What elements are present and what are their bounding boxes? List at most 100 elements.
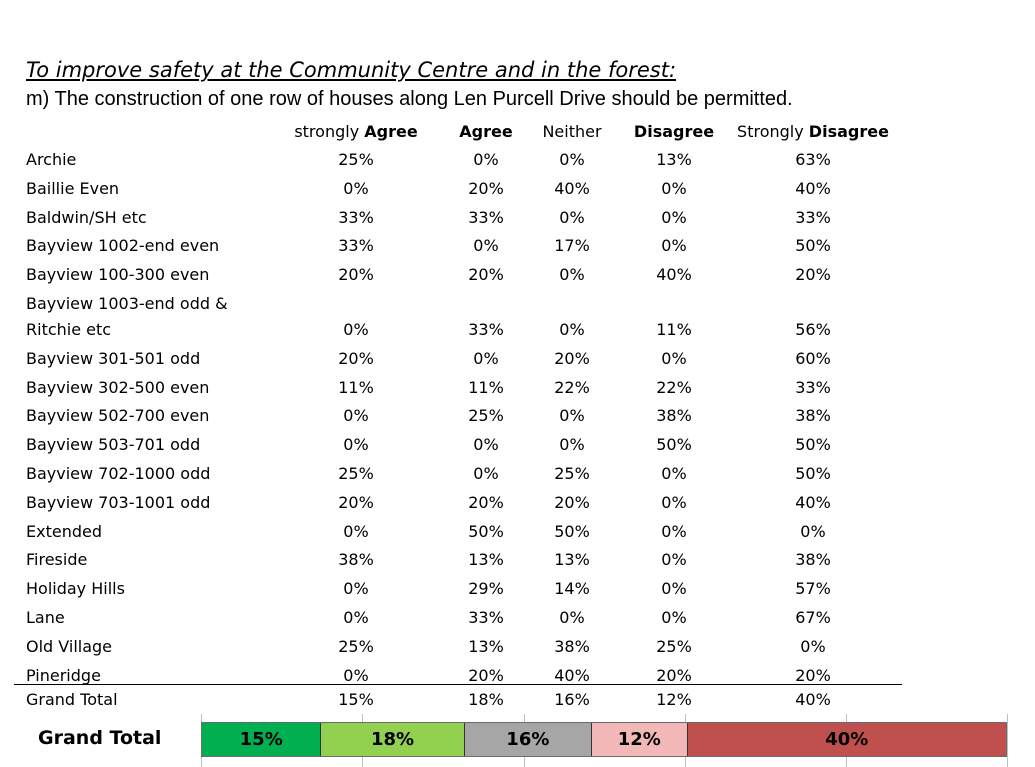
bar-segment-label: 12% [617,729,661,750]
table-cell: 67% [795,608,831,627]
table-cell: 0% [559,207,585,227]
table-cell: 40% [656,265,692,285]
table-cell: 0% [343,579,369,599]
table-cell: 13% [468,550,504,570]
table-cell: 20% [795,665,831,685]
grand-total-cell: 12% [656,690,692,709]
table-cell: 0% [559,320,585,339]
table-cell: 50% [795,435,831,455]
table-cell: 0% [559,435,585,455]
table-cell: 0% [343,608,369,627]
table-cell: 11% [656,320,692,339]
row-label: Holiday Hills [26,579,125,599]
table-cell: 0% [559,406,585,426]
row-label: Fireside [26,550,88,570]
bar-segment-0: 15% [202,723,322,756]
table-cell: 29% [468,579,504,599]
table-cell: 0% [473,464,499,483]
table-cell: 20% [795,265,831,285]
row-label: Bayview 503-701 odd [26,435,201,455]
table-cell: 38% [795,406,831,426]
table-cell: 0% [661,608,687,627]
table-cell: 0% [661,464,687,483]
bar-segment-3: 12% [592,723,688,756]
table-cell: 33% [338,207,374,227]
table-cell: 0% [661,550,687,570]
table-cell: 0% [473,236,499,256]
row-label: Baillie Even [26,178,120,198]
question-text: m) The construction of one row of houses… [26,88,793,110]
table-cell: 0% [343,320,369,339]
table-cell: 0% [661,207,687,227]
table-cell: 38% [554,636,590,656]
table-cell: 13% [656,150,692,169]
table-cell: 22% [656,377,692,397]
table-cell: 20% [468,492,504,512]
bar-segment-2: 16% [464,723,593,756]
grand-total-label: Grand Total [26,690,118,709]
table-cell: 0% [559,265,585,285]
table-cell: 25% [656,636,692,656]
row-label: Bayview 1003-end odd & [26,294,228,313]
table-cell: 33% [795,207,831,227]
table-cell: 60% [795,348,831,368]
table-cell: 38% [656,406,692,426]
column-header-1: Agree [459,122,513,141]
table-cell: 25% [338,150,374,169]
row-label: Pineridge [26,665,101,685]
table-cell: 0% [661,579,687,599]
row-label: Baldwin/SH etc [26,207,147,227]
table-cell: 0% [800,521,826,541]
bar-segment-label: 18% [370,729,415,750]
table-cell: 0% [473,435,499,455]
row-label: Bayview 702-1000 odd [26,464,211,483]
grand-total-rule [14,684,902,685]
table-cell: 0% [661,521,687,541]
table-cell: 0% [661,178,687,198]
row-label: Archie [26,150,77,169]
table-cell: 0% [473,348,499,368]
table-cell: 0% [343,665,369,685]
table-cell: 0% [661,492,687,512]
table-cell: 14% [554,579,590,599]
row-label: Extended [26,521,102,541]
table-cell: 0% [343,406,369,426]
table-cell: 17% [554,236,590,256]
table-cell: 0% [343,435,369,455]
table-cell: 33% [468,320,504,339]
table-cell: 50% [554,521,590,541]
table-cell: 20% [338,492,374,512]
grand-total-cell: 16% [554,690,590,709]
row-label: Bayview 703-1001 odd [26,492,211,512]
table-cell: 0% [661,236,687,256]
table-cell: 50% [795,236,831,256]
grand-total-cell: 18% [468,690,504,709]
table-cell: 33% [468,608,504,627]
table-cell: 11% [468,377,504,397]
table-cell: 20% [468,265,504,285]
column-header-3: Disagree [633,122,715,141]
table-cell: 40% [554,665,590,685]
table-cell: 33% [338,236,374,256]
table-cell: 63% [795,150,831,169]
table-cell: 56% [795,320,831,339]
table-cell: 57% [795,579,831,599]
bar-category-label: Grand Total [38,727,162,749]
table-cell: 38% [338,550,374,570]
table-cell: 50% [795,464,831,483]
table-cell: 25% [338,636,374,656]
table-cell: 13% [468,636,504,656]
grand-total-cell: 40% [795,690,831,709]
column-header-4: Strongly Disagree [737,122,889,141]
table-cell: 20% [656,665,692,685]
bar-segment-label: 40% [825,729,869,750]
table-cell: 50% [468,521,504,541]
table-cell: 25% [468,406,504,426]
grand-total-cell: 15% [338,690,374,709]
table-cell: 40% [795,492,831,512]
table-cell: 40% [795,178,831,198]
table-cell: 20% [554,492,590,512]
bar-segment-label: 15% [239,729,283,750]
row-label: Lane [26,608,65,627]
column-header-2: Neither [542,122,602,141]
